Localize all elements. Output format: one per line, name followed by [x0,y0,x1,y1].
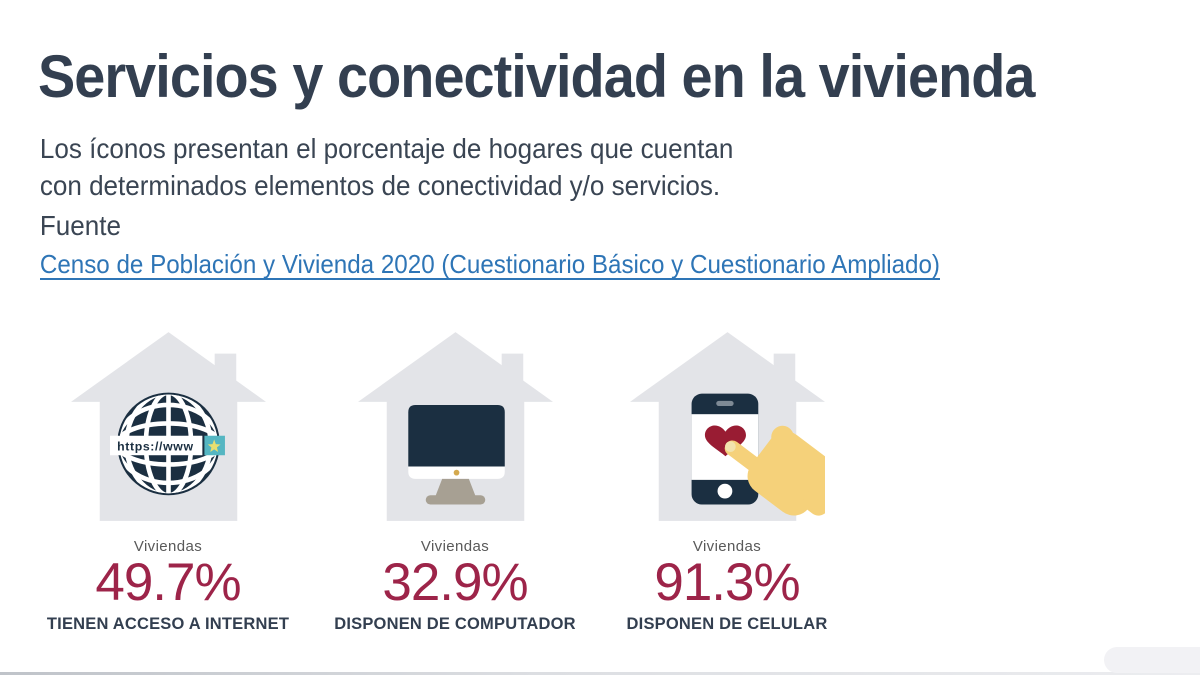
stat-unit: Viviendas [420,538,490,555]
monitor-logo-dot [453,469,459,476]
stat-card-cellphone: Viviendas 91.3% DISPONEN DE CELULAR [587,331,867,634]
roof [357,332,553,402]
stat-caption: TIENEN ACCESO A INTERNET [46,615,290,633]
stat-value: 91.3% [654,553,800,612]
internet-globe-icon: https://www [109,392,225,496]
fingertip-highlight [724,441,736,452]
monitor-stand-base [425,495,485,505]
phone-home-button [717,483,732,499]
house-internet-globe-icon: https://www [70,332,266,521]
page-title: Servicios y conectividad en la vivienda [38,43,1035,110]
stat-caption: DISPONEN DE CELULAR [626,615,828,633]
roof [629,332,825,402]
desktop-computer-icon [407,404,505,505]
footer-corner-decoration [1104,647,1200,673]
stat-value: 32.9% [382,553,528,612]
browser-url-text: https://www [117,440,193,454]
subtitle: Los íconos presentan el porcentaje de ho… [40,130,733,204]
source-link[interactable]: Censo de Población y Vivienda 2020 (Cues… [39,249,940,279]
stat-caption: DISPONEN DE COMPUTADOR [334,615,576,633]
star-icon [207,439,221,452]
subtitle-line-1: Los íconos presentan el porcentaje de ho… [39,133,734,164]
monitor-stand-neck [434,478,476,498]
house-desktop-computer-icon [357,332,553,521]
footer-divider [0,672,1200,675]
phone-speaker [715,400,734,406]
monitor-screen [407,404,505,467]
house-mobile-phone-icon [629,332,825,521]
stat-value: 49.7% [95,553,241,612]
source-label: Fuente [39,210,121,241]
tap-hand-icon [724,425,825,516]
subtitle-line-2: con determinados elementos de conectivid… [39,170,721,201]
heart-icon [704,425,746,457]
stat-unit: Viviendas [133,538,203,555]
roof [70,332,266,402]
stat-card-internet: https://www Viviendas 49.7% TIENEN ACCES… [28,331,308,634]
mobile-phone-icon [691,393,825,516]
stat-card-computer: Viviendas 32.9% DISPONEN DE COMPUTADOR [315,331,595,634]
browser-address-bar [109,435,202,456]
stat-unit: Viviendas [692,538,762,555]
